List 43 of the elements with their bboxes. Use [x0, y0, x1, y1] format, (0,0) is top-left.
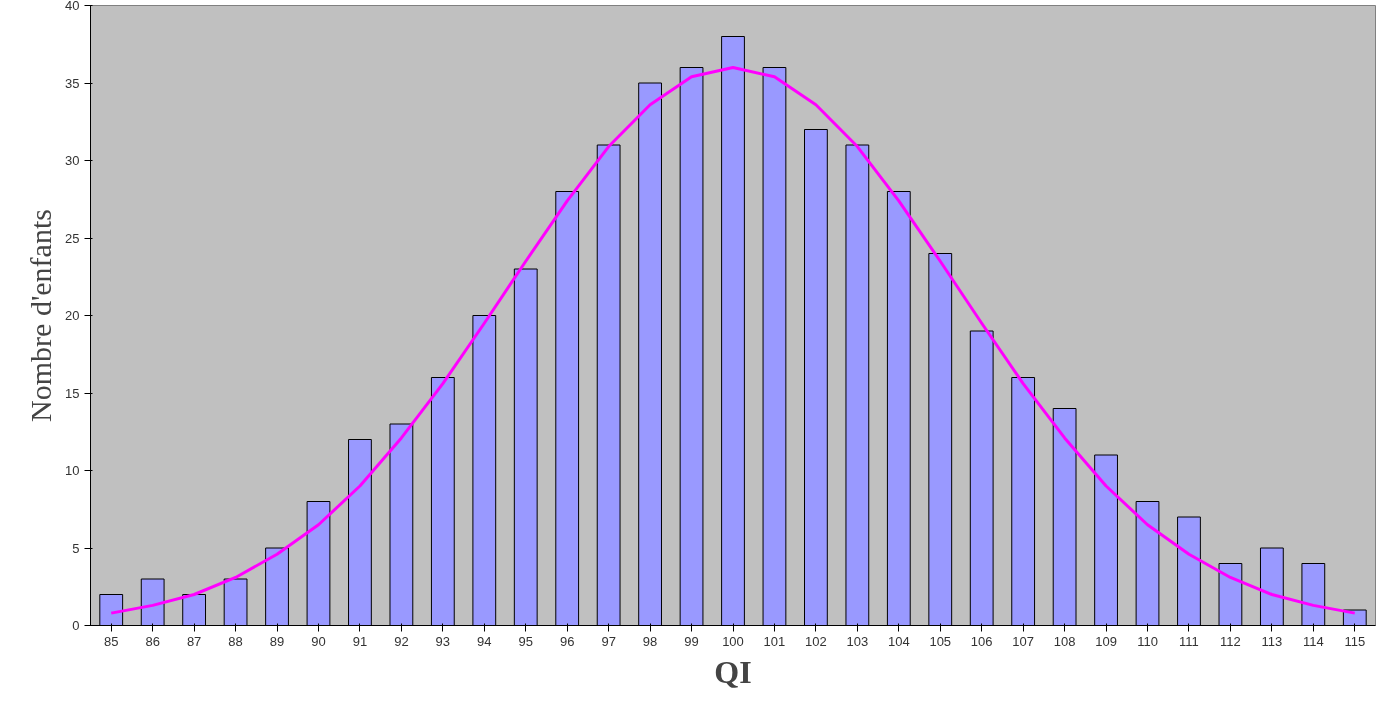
x-tick-label: 109	[1095, 633, 1117, 649]
line-series	[109, 66, 1357, 615]
y-axis-title: Nombre d'enfants	[24, 209, 58, 422]
x-tick-label: 97	[601, 633, 616, 649]
x-tick-label: 111	[1179, 633, 1199, 649]
x-tick-label: 113	[1261, 633, 1283, 649]
x-tick-label: 95	[518, 633, 533, 649]
x-tick-label: 104	[887, 633, 910, 649]
y-tick-label: 15	[65, 385, 80, 401]
x-tick-label: 96	[559, 633, 575, 649]
x-tick-label: 98	[642, 633, 658, 649]
y-tick-label: 35	[65, 75, 80, 91]
x-tick-label: 100	[722, 633, 744, 649]
x-tick-label: 114	[1302, 633, 1324, 649]
x-tick-label: 88	[228, 633, 243, 649]
x-tick-label: 86	[145, 633, 160, 649]
y-tick-label: 20	[65, 308, 80, 323]
y-tick-label: 10	[65, 463, 80, 478]
y-tick-label: 25	[65, 230, 80, 246]
x-tick-label: 103	[846, 633, 869, 649]
x-tick-label: 90	[311, 633, 326, 649]
x-tick-label: 102	[805, 633, 827, 649]
x-tick-label: 107	[1012, 633, 1035, 649]
x-tick-label: 110	[1137, 633, 1158, 649]
y-tick-label: 0	[72, 618, 80, 633]
x-tick-label: 106	[970, 633, 993, 649]
y-tick-label: 5	[72, 540, 80, 556]
y-tick-label: 40	[65, 0, 80, 13]
x-tick-label: 85	[104, 633, 119, 649]
x-axis-title: QI	[714, 653, 752, 690]
x-tick-label: 105	[929, 633, 952, 649]
x-tick-label: 93	[435, 633, 451, 649]
x-tick-label: 94	[477, 633, 492, 649]
x-tick-label: 91	[352, 633, 368, 649]
x-tick-label: 99	[684, 633, 699, 649]
x-tick-label: 112	[1220, 633, 1241, 649]
x-tick-label: 108	[1053, 633, 1076, 649]
x-tick-label: 92	[394, 633, 409, 649]
x-tick-label: 87	[186, 633, 202, 649]
x-tick-label: 89	[269, 633, 285, 649]
x-tick-label: 101	[763, 633, 786, 649]
y-tick-label: 30	[65, 153, 80, 168]
x-tick-label: 115	[1344, 633, 1366, 649]
